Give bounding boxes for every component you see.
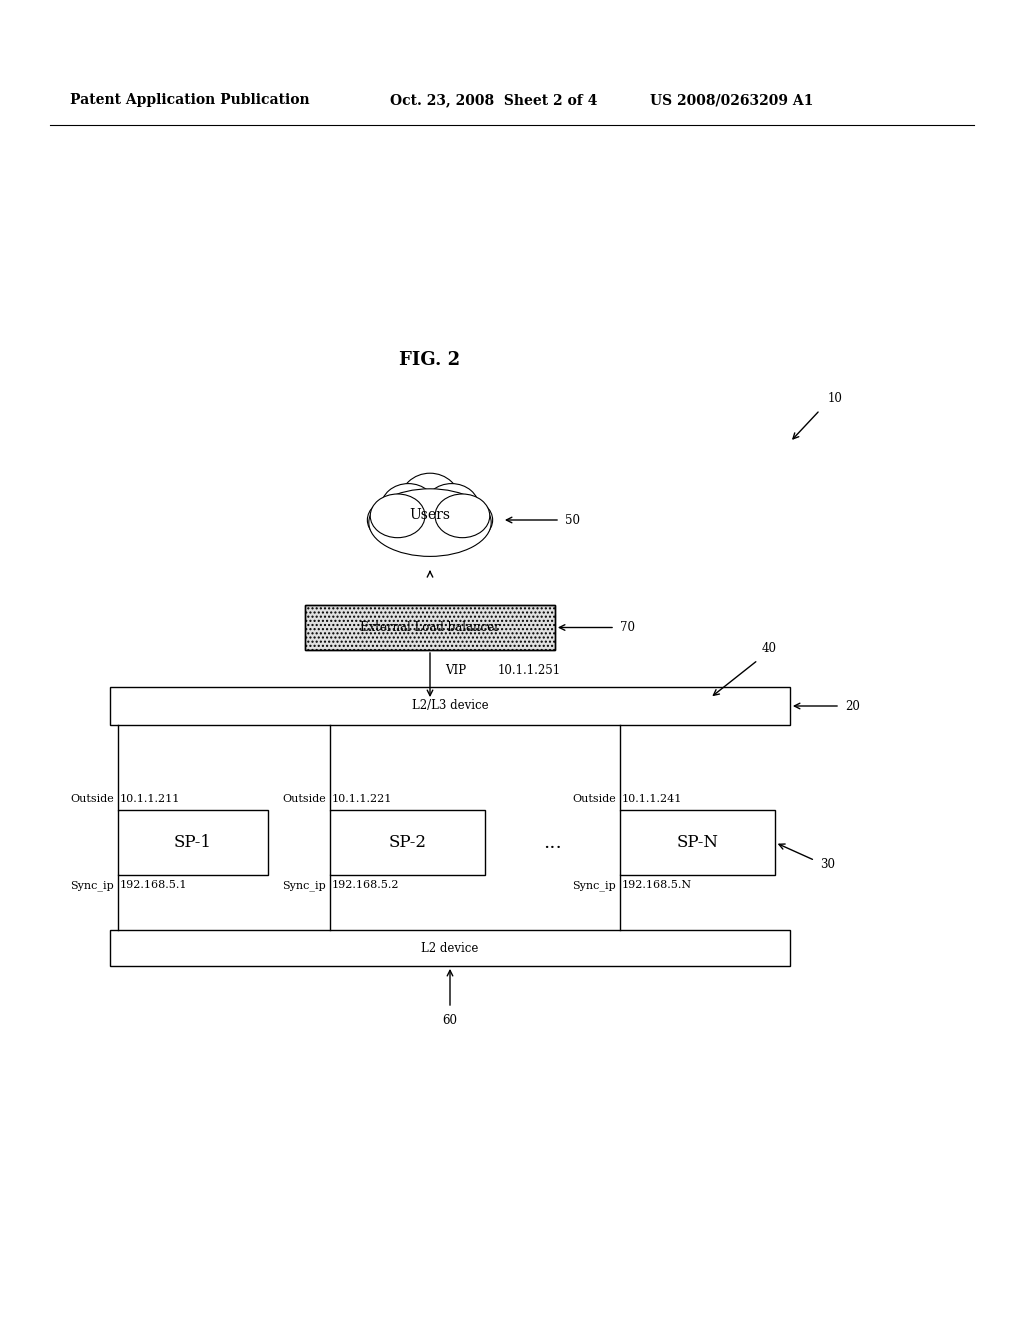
Text: 20: 20 xyxy=(845,700,860,713)
Text: Sync_ip: Sync_ip xyxy=(283,880,326,891)
Text: Outside: Outside xyxy=(283,795,326,804)
Text: 10.1.1.211: 10.1.1.211 xyxy=(120,795,180,804)
Text: 40: 40 xyxy=(762,642,777,655)
Ellipse shape xyxy=(368,500,414,540)
Ellipse shape xyxy=(371,494,425,537)
Text: Outside: Outside xyxy=(572,795,616,804)
Text: 30: 30 xyxy=(820,858,835,871)
Text: 10.1.1.241: 10.1.1.241 xyxy=(622,795,682,804)
Text: ...: ... xyxy=(543,833,562,851)
Ellipse shape xyxy=(358,488,502,552)
Text: US 2008/0263209 A1: US 2008/0263209 A1 xyxy=(650,92,813,107)
Text: L2/L3 device: L2/L3 device xyxy=(412,700,488,713)
Text: Patent Application Publication: Patent Application Publication xyxy=(70,92,309,107)
Text: 10.1.1.251: 10.1.1.251 xyxy=(498,664,561,676)
Text: FIG. 2: FIG. 2 xyxy=(399,351,461,370)
Bar xyxy=(118,810,268,875)
Text: Sync_ip: Sync_ip xyxy=(71,880,114,891)
Text: 10: 10 xyxy=(828,392,843,405)
Text: 50: 50 xyxy=(565,513,580,527)
Text: Sync_ip: Sync_ip xyxy=(572,880,616,891)
Ellipse shape xyxy=(381,483,436,531)
Ellipse shape xyxy=(435,494,489,537)
Bar xyxy=(305,605,555,649)
Ellipse shape xyxy=(446,500,493,540)
Bar xyxy=(110,931,790,966)
Text: 10.1.1.221: 10.1.1.221 xyxy=(332,795,392,804)
Text: External Load balancer: External Load balancer xyxy=(360,620,500,634)
Text: 192.168.5.N: 192.168.5.N xyxy=(622,880,692,890)
Text: 192.168.5.1: 192.168.5.1 xyxy=(120,880,187,890)
Bar xyxy=(305,605,555,649)
Text: SP-2: SP-2 xyxy=(388,834,427,851)
Bar xyxy=(620,810,775,875)
Bar xyxy=(330,810,485,875)
Text: Outside: Outside xyxy=(71,795,114,804)
Text: L2 device: L2 device xyxy=(421,941,478,954)
Text: 70: 70 xyxy=(620,620,635,634)
Text: SP-N: SP-N xyxy=(677,834,719,851)
Text: 192.168.5.2: 192.168.5.2 xyxy=(332,880,399,890)
Ellipse shape xyxy=(369,488,492,557)
Text: VIP: VIP xyxy=(445,664,466,676)
Ellipse shape xyxy=(399,473,460,531)
Text: 60: 60 xyxy=(442,1014,458,1027)
Ellipse shape xyxy=(424,483,479,531)
Text: Users: Users xyxy=(410,508,451,521)
Text: SP-1: SP-1 xyxy=(174,834,212,851)
Text: Oct. 23, 2008  Sheet 2 of 4: Oct. 23, 2008 Sheet 2 of 4 xyxy=(390,92,597,107)
Bar xyxy=(110,686,790,725)
